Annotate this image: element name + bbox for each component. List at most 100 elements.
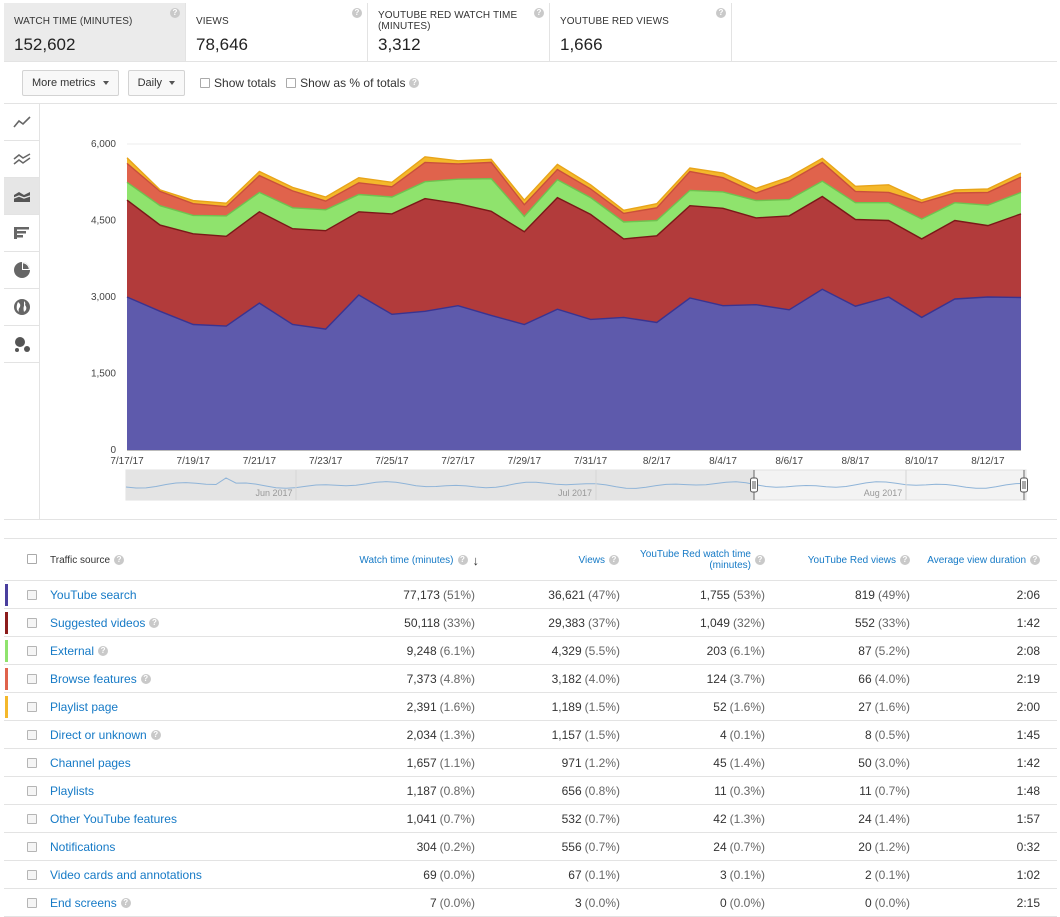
area-browse-features[interactable] [127, 162, 1021, 222]
row-checkbox[interactable] [27, 646, 37, 656]
help-icon[interactable]: ? [457, 555, 468, 565]
table-row[interactable]: Playlists 1,187 (0.8%) 656 (0.8%) 11 (0.3%) 11(… [4, 777, 1057, 805]
metric-card-red-views[interactable]: YouTube Red views 1,666 ? [550, 3, 732, 62]
metric-card-views[interactable]: Views 78,646 ? [186, 3, 368, 62]
range-handle-left[interactable] [750, 470, 758, 500]
bubble-chart-button[interactable] [4, 326, 39, 363]
cell-red-watch: 4 (0.1%) [720, 721, 765, 749]
help-icon[interactable]: ? [900, 555, 910, 565]
series-line [126, 156, 1022, 212]
help-icon[interactable]: ? [120, 898, 131, 908]
help-icon[interactable]: ? [409, 78, 420, 88]
help-icon[interactable]: ? [170, 8, 180, 18]
traffic-source-link[interactable]: Video cards and annotations [50, 861, 202, 889]
stacked-area-chart-button[interactable] [4, 178, 39, 215]
show-totals-checkbox[interactable] [200, 78, 211, 88]
x-tick-label: 7/31/17 [574, 456, 608, 467]
show-pct-checkbox[interactable] [286, 78, 297, 88]
range-handle-right[interactable] [1020, 470, 1028, 500]
bar-chart-button[interactable] [4, 215, 39, 252]
metric-card-watch-time[interactable]: Watch time (minutes) 152,602 ? [4, 3, 186, 62]
header-red-views[interactable]: YouTube Red views ? [808, 539, 910, 581]
help-icon[interactable]: ? [609, 555, 619, 565]
row-checkbox[interactable] [27, 786, 37, 796]
traffic-source-link[interactable]: YouTube search [50, 581, 137, 609]
navigator-unselected-range [126, 470, 754, 500]
help-icon[interactable]: ? [114, 555, 125, 565]
table-row[interactable]: Other YouTube features 1,041 (0.7%) 532 (0.7… [4, 805, 1057, 833]
metric-card-red-watch-time[interactable]: YouTube Red watch time (minutes) 3,312 ? [368, 3, 550, 62]
cell-percent: (1.6%) [874, 700, 910, 714]
traffic-source-link[interactable]: Other YouTube features [50, 805, 177, 833]
cell-value: 66 [858, 672, 872, 686]
cell-value: 2:15 [1016, 896, 1040, 910]
line-chart-button[interactable] [4, 104, 39, 141]
cell-red-views: 2 (0.1%) [865, 861, 910, 889]
traffic-source-link[interactable]: Channel pages [50, 749, 131, 777]
help-icon[interactable]: ? [98, 646, 109, 656]
row-checkbox[interactable] [27, 842, 37, 852]
x-tick-label: 7/27/17 [441, 456, 475, 467]
show-totals-toggle[interactable]: Show totals [200, 76, 276, 90]
table-row[interactable]: Video cards and annotations 69 (0.0%) 67 (0.… [4, 861, 1057, 889]
row-checkbox[interactable] [27, 730, 37, 740]
table-row[interactable]: Notifications 304 (0.2%) 556 (0.7%) 24 (0.7%) 2… [4, 833, 1057, 861]
table-row[interactable]: YouTube search 77,173 (51%) 36,621 (47%) 1,75… [4, 581, 1057, 609]
traffic-source-link[interactable]: Playlists [50, 777, 94, 805]
traffic-source-link[interactable]: Direct or unknown? [50, 721, 161, 749]
help-icon[interactable]: ? [352, 8, 362, 18]
range-navigator[interactable]: Jun 2017 Jul 2017 Aug 2017 [125, 469, 1028, 501]
header-watch-time[interactable]: Watch time (minutes) ? ↓ [359, 539, 479, 581]
row-checkbox[interactable] [27, 870, 37, 880]
interval-dropdown[interactable]: Daily [127, 70, 186, 96]
area-youtube-search[interactable] [127, 289, 1021, 450]
x-tick-label: 8/6/17 [775, 456, 803, 467]
cell-views: 1,189 (1.5%) [552, 693, 620, 721]
help-icon[interactable]: ? [149, 618, 160, 628]
help-icon[interactable]: ? [150, 730, 161, 740]
table-row[interactable]: Direct or unknown? 2,034 (1.3%) 1,157 (1.5%)… [4, 721, 1057, 749]
traffic-source-link[interactable]: Notifications [50, 833, 115, 861]
traffic-source-link[interactable]: Suggested videos? [50, 609, 160, 637]
pie-chart-button[interactable] [4, 252, 39, 289]
header-avg-view-duration[interactable]: Average view duration ? [927, 539, 1040, 581]
traffic-source-link[interactable]: Playlist page [50, 693, 118, 721]
cell-percent: (1.2%) [584, 756, 620, 770]
help-icon[interactable]: ? [755, 555, 765, 565]
cell-watch: 1,041 (0.7%) [407, 805, 475, 833]
table-row[interactable]: Playlist page 2,391 (1.6%) 1,189 (1.5%) 52 (1.… [4, 693, 1057, 721]
table-row[interactable]: Channel pages 1,657 (1.1%) 971 (1.2%) 45 (1.4%… [4, 749, 1057, 777]
table-row[interactable]: Suggested videos? 50,118 (33%) 29,383 (37%) 1… [4, 609, 1057, 637]
row-checkbox[interactable] [27, 898, 37, 908]
traffic-source-link[interactable]: External? [50, 637, 109, 665]
row-checkbox[interactable] [27, 702, 37, 712]
map-chart-button[interactable] [4, 289, 39, 326]
more-metrics-button[interactable]: More metrics [22, 70, 119, 96]
cell-percent: (1.4%) [729, 756, 765, 770]
table-row[interactable]: End screens? 7 (0.0%) 3 (0.0%) 0 (0.0%) 0 (0.0%)… [4, 889, 1057, 917]
row-checkbox[interactable] [27, 590, 37, 600]
row-checkbox[interactable] [27, 758, 37, 768]
header-red-watch-time[interactable]: YouTube Red watch time (minutes) ? [640, 539, 765, 581]
help-icon[interactable]: ? [716, 8, 726, 18]
table-row[interactable]: External? 9,248 (6.1%) 4,329 (5.5%) 203 (6.1%)… [4, 637, 1057, 665]
area-suggested-videos[interactable] [127, 196, 1021, 330]
select-all-checkbox[interactable] [27, 554, 37, 564]
row-checkbox[interactable] [27, 814, 37, 824]
row-checkbox[interactable] [27, 618, 37, 628]
multi-line-chart-button[interactable] [4, 141, 39, 178]
help-icon[interactable]: ? [534, 8, 544, 18]
traffic-source-link[interactable]: End screens? [50, 889, 131, 917]
cell-percent: (0.0%) [584, 896, 620, 910]
cell-percent: (0.7%) [584, 840, 620, 854]
table-row[interactable]: Browse features? 7,373 (4.8%) 3,182 (4.0%) 12… [4, 665, 1057, 693]
help-icon[interactable]: ? [1030, 555, 1040, 565]
row-checkbox[interactable] [27, 674, 37, 684]
header-views[interactable]: Views ? [579, 539, 619, 581]
show-pct-toggle[interactable]: Show as % of totals ? [286, 76, 420, 90]
cell-percent: (0.1%) [584, 868, 620, 882]
help-icon[interactable]: ? [140, 674, 151, 684]
header-label: YouTube Red views [807, 554, 896, 566]
cell-value: 20 [858, 840, 872, 854]
traffic-source-link[interactable]: Browse features? [50, 665, 151, 693]
